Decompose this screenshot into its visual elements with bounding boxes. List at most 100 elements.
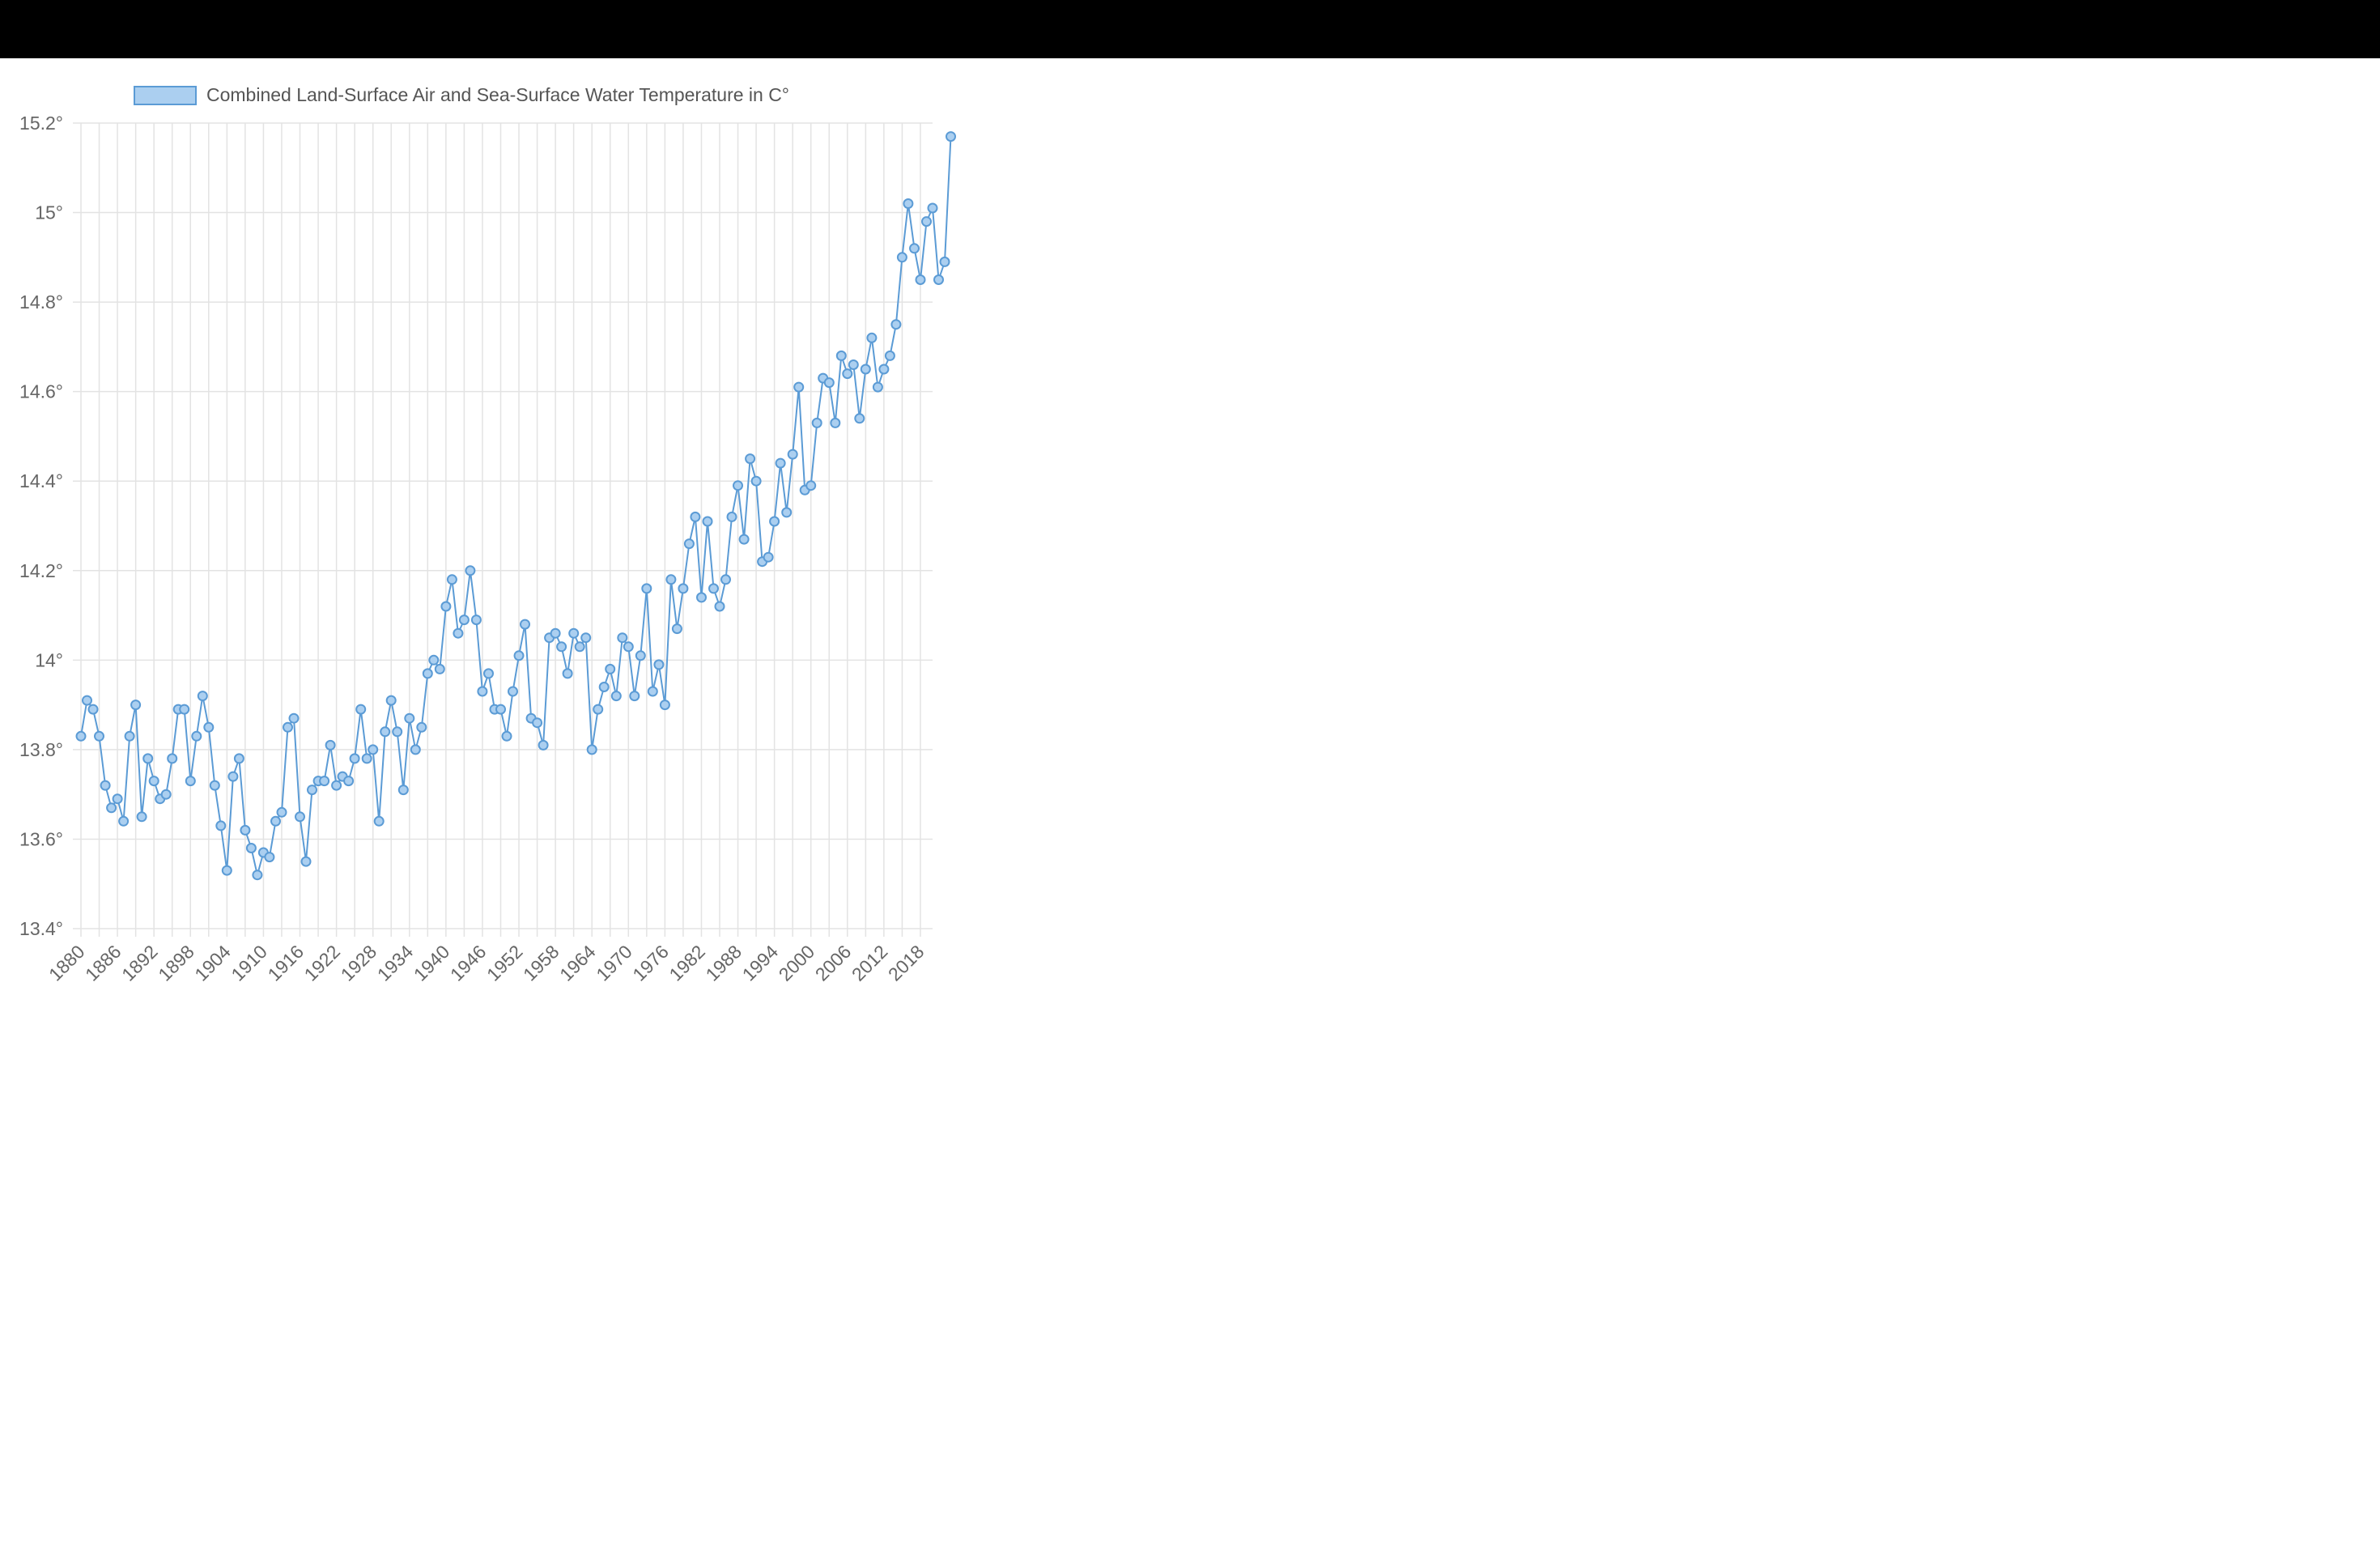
data-point	[769, 516, 780, 527]
data-point	[283, 721, 293, 733]
x-tick-label: 1880	[45, 941, 89, 985]
y-tick-label: 14.4°	[19, 470, 63, 491]
data-point	[82, 695, 92, 706]
data-point	[300, 856, 312, 867]
data-point	[830, 417, 841, 428]
data-point	[580, 632, 592, 644]
data-point	[118, 815, 130, 827]
data-point	[209, 780, 220, 791]
data-point	[130, 700, 142, 711]
data-point	[434, 663, 445, 674]
data-point	[665, 574, 677, 585]
data-point	[629, 691, 640, 702]
data-point	[690, 511, 701, 522]
data-point	[738, 534, 750, 545]
data-point	[702, 516, 713, 527]
data-point	[610, 691, 622, 702]
data-point	[185, 776, 196, 787]
data-point	[696, 592, 707, 603]
data-point	[191, 730, 202, 742]
y-tick-label: 13.8°	[19, 739, 63, 760]
data-point	[909, 243, 920, 254]
x-tick-label: 1886	[81, 941, 125, 985]
chart: Combined Land-Surface Air and Sea-Surfac…	[0, 58, 971, 1030]
data-point	[896, 252, 907, 263]
data-point	[124, 730, 135, 742]
data-point	[142, 753, 154, 764]
data-point	[295, 811, 305, 823]
data-point	[733, 480, 743, 491]
data-point	[325, 739, 336, 751]
y-tick-label: 14.2°	[19, 560, 63, 581]
data-point	[574, 641, 585, 653]
x-tick-label: 2018	[884, 941, 929, 985]
data-point	[678, 583, 689, 594]
data-point	[927, 202, 938, 214]
data-point	[903, 198, 914, 209]
legend[interactable]: Combined Land-Surface Air and Sea-Surfac…	[134, 84, 789, 106]
data-point	[428, 654, 440, 666]
x-tick-label: 2000	[775, 941, 819, 985]
data-point	[215, 820, 227, 831]
data-point	[835, 350, 847, 361]
data-point	[319, 776, 330, 787]
data-point	[87, 704, 99, 715]
data-point	[605, 663, 616, 674]
x-tick-label: 1922	[300, 941, 345, 985]
data-point	[227, 771, 239, 782]
data-point	[416, 721, 427, 733]
data-point	[136, 811, 147, 823]
data-point	[568, 627, 580, 639]
data-point	[75, 730, 87, 742]
y-tick-label: 13.4°	[19, 918, 63, 939]
data-point	[458, 615, 470, 626]
data-point	[593, 704, 604, 715]
data-point	[884, 350, 895, 361]
x-tick-label: 1928	[337, 941, 381, 985]
data-point	[197, 691, 208, 702]
data-point	[617, 632, 628, 644]
data-point	[915, 274, 926, 285]
data-point	[708, 583, 719, 594]
data-point	[860, 364, 871, 375]
data-point	[148, 776, 159, 787]
data-point	[556, 641, 567, 653]
data-point	[94, 730, 104, 742]
data-point	[385, 695, 397, 706]
data-point	[872, 381, 883, 393]
series-line	[80, 136, 952, 875]
data-point	[720, 574, 731, 585]
data-point	[477, 686, 488, 697]
data-point	[112, 793, 123, 805]
data-point	[380, 726, 391, 738]
data-point	[422, 668, 433, 679]
data-point	[513, 650, 525, 661]
data-point	[410, 744, 421, 755]
data-point	[714, 601, 725, 612]
data-point	[470, 615, 482, 626]
data-point	[167, 753, 178, 764]
data-point	[787, 449, 798, 460]
data-point	[623, 641, 634, 653]
data-point	[866, 332, 878, 343]
x-tick-label: 1982	[665, 941, 709, 985]
data-point	[221, 865, 232, 876]
x-tick-label: 1946	[446, 941, 491, 985]
x-tick-label: 1994	[738, 941, 783, 985]
x-tick-label: 1958	[519, 941, 563, 985]
data-point	[946, 131, 956, 142]
data-point	[878, 364, 890, 375]
data-point	[933, 274, 944, 285]
data-point	[270, 815, 281, 827]
data-point	[890, 319, 902, 330]
x-tick-label: 1910	[227, 941, 271, 985]
data-point	[240, 824, 251, 836]
data-point	[811, 417, 822, 428]
data-point	[586, 744, 597, 755]
x-tick-label: 1898	[154, 941, 198, 985]
data-point	[288, 712, 300, 724]
data-point	[465, 565, 476, 576]
data-point	[823, 377, 835, 389]
data-point	[550, 627, 561, 639]
y-tick-label: 15.2°	[19, 113, 63, 134]
